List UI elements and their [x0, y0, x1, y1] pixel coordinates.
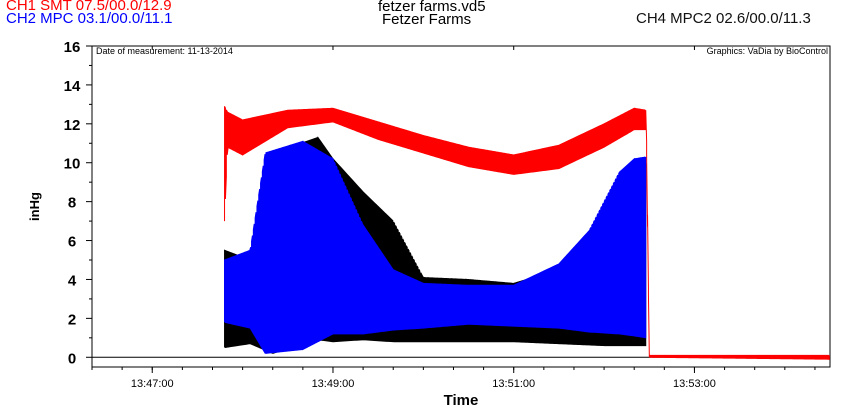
series-line-ch1	[224, 106, 830, 360]
y-axis-label: inHg	[27, 192, 42, 221]
channel-1-label: CH1 SMT 07.5/00.0/12.9	[6, 0, 172, 14]
x-tick-label: 13:49:00	[312, 378, 355, 390]
y-tick-label: 10	[64, 156, 81, 173]
series-line-ch2	[224, 140, 647, 354]
chart-file-title: fetzer farms.vd5	[378, 0, 486, 15]
y-tick-label: 6	[68, 234, 76, 251]
channel-4-label: CH4 MPC2 02.6/00.0/11.3	[636, 10, 811, 27]
y-tick-label: 0	[68, 350, 76, 367]
channel-2-label: CH2 MPC 03.1/00.0/11.1	[6, 10, 173, 27]
x-tick-label: 13:51:00	[492, 378, 535, 390]
x-tick-label: 13:47:00	[131, 378, 174, 390]
y-tick-label: 2	[68, 311, 76, 328]
chart-site-title: Fetzer Farms	[382, 11, 472, 28]
y-tick-label: 8	[68, 195, 76, 212]
y-tick-label: 16	[64, 39, 81, 56]
y-tick-label: 4	[68, 272, 77, 289]
measurement-date-note: Date of measurement: 11-13-2014	[96, 46, 233, 56]
y-tick-label: 14	[64, 78, 81, 95]
x-axis-label: Time	[444, 392, 479, 409]
graphics-credit-note: Graphics: VaDia by BioControl	[707, 46, 828, 56]
x-tick-label: 13:53:00	[673, 378, 716, 390]
y-tick-label: 12	[64, 117, 81, 134]
